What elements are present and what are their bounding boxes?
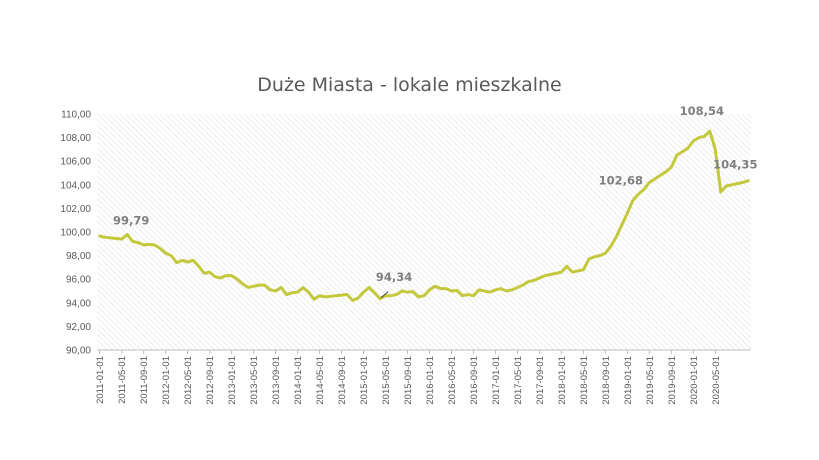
x-tick-label: 2016-09-01	[469, 356, 480, 405]
x-tick-label: 2011-01-01	[95, 356, 106, 404]
x-tick-label: 2020-01-01	[689, 356, 700, 405]
series-line	[98, 129, 750, 302]
y-tick-label: 90,00	[66, 346, 91, 357]
data-label: 104,35	[713, 158, 757, 172]
data-label-leader	[380, 291, 389, 299]
x-tick-label: 2014-01-01	[293, 356, 304, 405]
series-area	[98, 129, 750, 302]
data-label: 108,54	[680, 104, 724, 118]
y-tick-label: 108,00	[60, 133, 91, 144]
data-label: 99,79	[113, 213, 149, 227]
x-tick-label: 2015-05-01	[381, 356, 392, 405]
x-tick-label: 2019-01-01	[623, 356, 634, 405]
y-tick-label: 104,00	[60, 180, 91, 191]
x-tick-label: 2012-01-01	[161, 356, 172, 405]
y-tick-label: 110,00	[61, 110, 91, 121]
y-tick-label: 102,00	[60, 204, 91, 215]
x-tick-label: 2017-09-01	[535, 356, 546, 405]
y-axis: 90,00 92,00 94,00 96,00 98,00 100,00 102,00 104…	[60, 110, 751, 357]
x-tick-label: 2017-01-01	[491, 356, 502, 405]
x-tick-label: 2014-09-01	[337, 356, 348, 405]
chart-title: Duże Miasta - lokale mieszkalne	[257, 74, 562, 96]
x-tick-label: 2019-05-01	[645, 356, 656, 405]
x-tick-label: 2020-05-01	[711, 356, 722, 405]
data-label: 102,68	[599, 173, 643, 187]
x-tick-label: 2013-01-01	[227, 356, 238, 405]
plot-area	[97, 114, 751, 350]
x-tick-label: 2018-05-01	[579, 356, 590, 405]
data-label: 94,34	[376, 270, 412, 284]
x-tick-label: 2017-05-01	[513, 356, 524, 405]
x-tick-label: 2011-05-01	[117, 356, 128, 404]
y-tick-label: 106,00	[60, 157, 91, 168]
x-tick-label: 2015-01-01	[359, 356, 370, 405]
x-tick-label: 2013-05-01	[249, 356, 260, 405]
data-labels: 99,79 94,34 102,68 108,54 104,35	[113, 104, 757, 299]
x-tick-label: 2014-05-01	[315, 356, 326, 405]
x-tick-label: 2018-09-01	[601, 356, 612, 405]
x-tick-label: 2015-09-01	[403, 356, 414, 405]
x-tick-label: 2012-09-01	[205, 356, 216, 405]
y-tick-label: 100,00	[60, 228, 91, 239]
y-tick-label: 94,00	[66, 298, 91, 309]
x-tick-label: 2012-05-01	[183, 356, 194, 405]
x-tick-label: 2013-09-01	[271, 356, 282, 405]
x-tick-label: 2018-01-01	[557, 356, 568, 405]
x-axis: 2011-01-01 2011-05-01 2011-09-01 2012-01-01…	[95, 350, 722, 405]
y-tick-label: 96,00	[66, 275, 91, 286]
y-tick-label: 98,00	[66, 251, 91, 262]
x-tick-label: 2016-05-01	[447, 356, 458, 405]
x-tick-label: 2016-01-01	[425, 356, 436, 405]
y-tick-label: 92,00	[66, 322, 91, 333]
x-tick-label: 2019-09-01	[667, 356, 678, 405]
x-tick-label: 2011-09-01	[139, 356, 150, 404]
